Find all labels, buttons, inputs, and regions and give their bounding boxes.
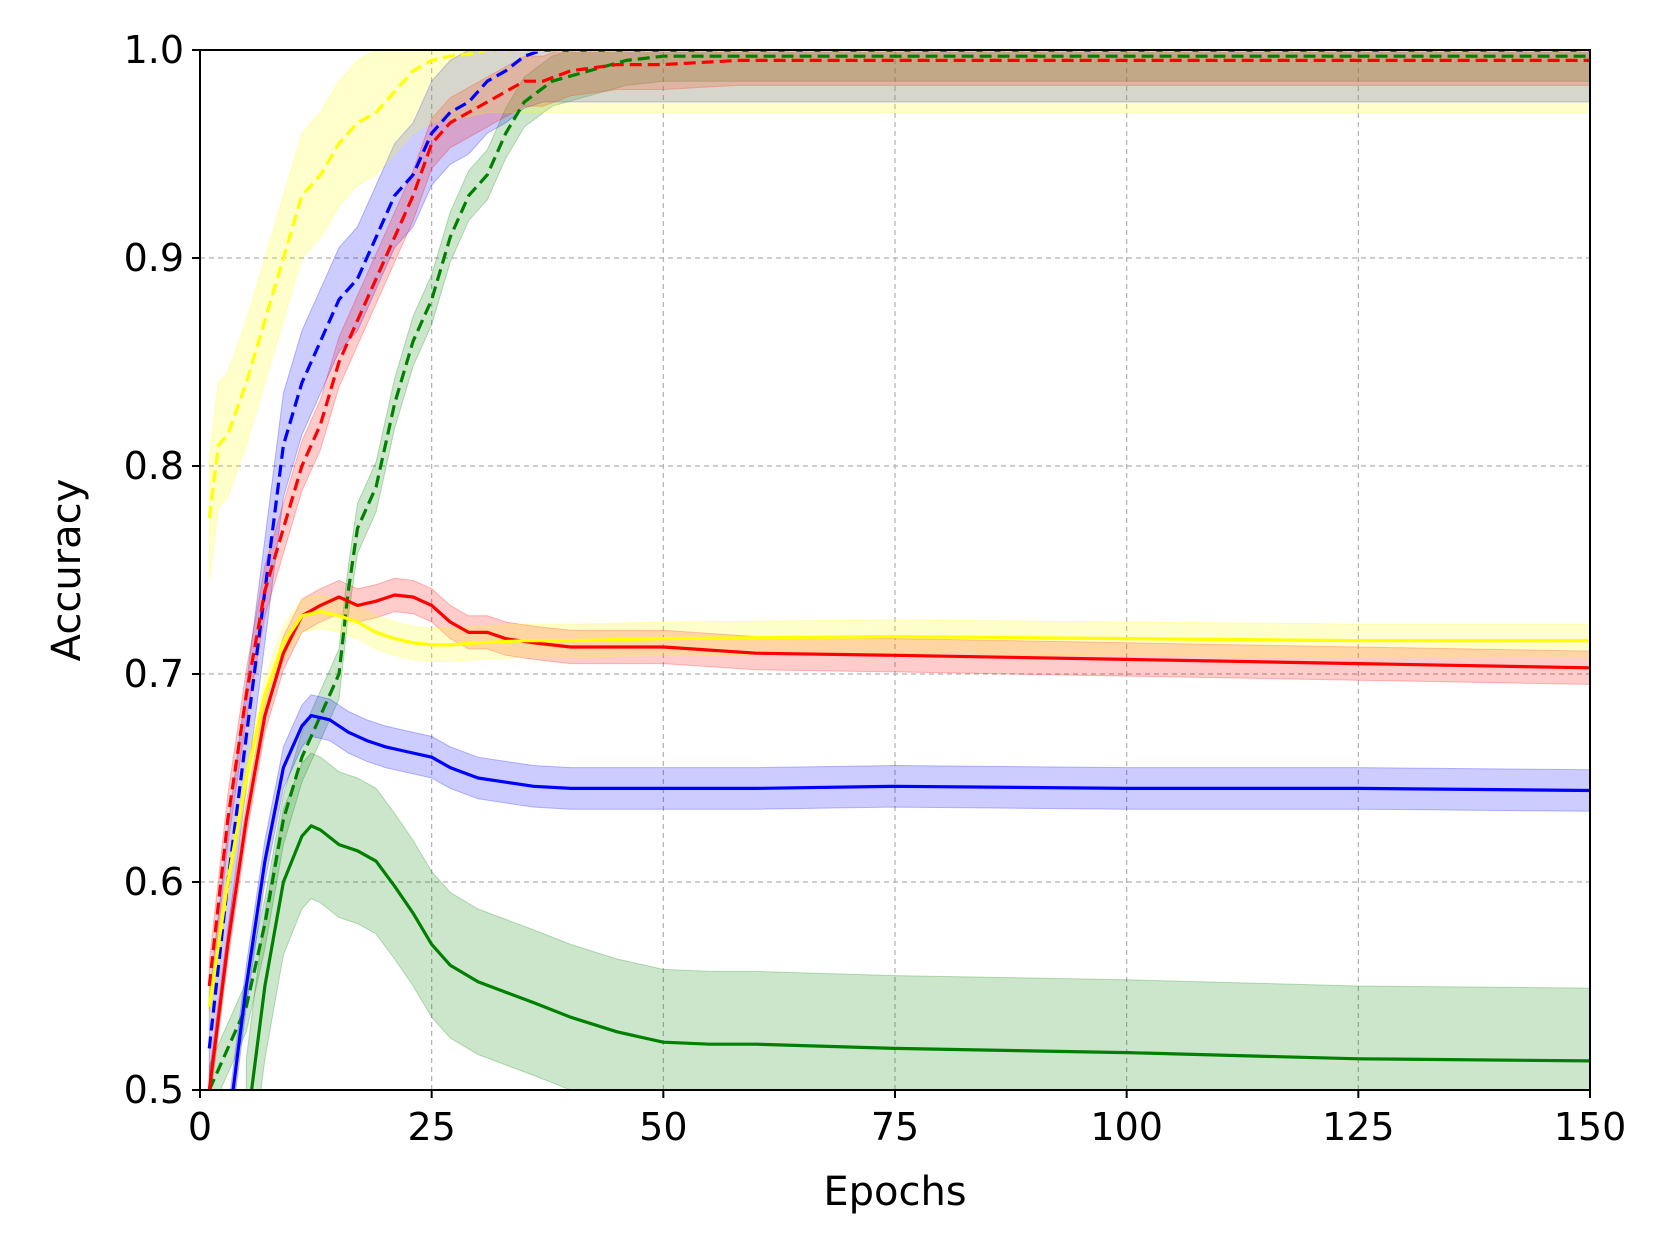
- series-6-line: [207, 50, 1590, 519]
- series-1-band: [245, 752, 1590, 1090]
- x-tick-label: 0: [188, 1105, 212, 1149]
- series-0-band: [208, 50, 1590, 1090]
- x-tick-label: 50: [639, 1105, 687, 1149]
- y-tick-label: 0.9: [124, 236, 184, 280]
- series-5-line: [207, 593, 1590, 1090]
- series-0-line: [207, 54, 1590, 1090]
- series-4-line: [207, 58, 1590, 987]
- x-tick-label: 150: [1554, 1105, 1627, 1149]
- x-tick-label: 75: [871, 1105, 919, 1149]
- x-axis-label: Epochs: [823, 1169, 966, 1215]
- axis-ticks: 0 25 50 75 100 125 150 0.5 0.6 0.7 0.8 0.9 1.0: [124, 28, 1627, 1149]
- series-6-band: [208, 50, 1590, 581]
- series-2-band: [208, 50, 1590, 1090]
- y-axis-label: Accuracy: [44, 479, 90, 662]
- y-tick-label: 0.5: [124, 1068, 184, 1112]
- series-2-line: [207, 50, 1590, 1049]
- x-tick-label: 100: [1090, 1105, 1163, 1149]
- series-3-line: [231, 713, 1590, 1090]
- y-tick-label: 0.8: [124, 444, 184, 488]
- x-tick-label: 25: [407, 1105, 455, 1149]
- y-tick-label: 0.6: [124, 860, 184, 904]
- series-lines: [207, 50, 1590, 1090]
- series-bands: [208, 50, 1590, 1090]
- series-4-band: [208, 50, 1590, 1012]
- series-7-line: [207, 609, 1590, 1008]
- y-tick-label: 1.0: [124, 28, 184, 72]
- series-3-band: [229, 694, 1590, 1090]
- x-tick-label: 125: [1322, 1105, 1395, 1149]
- series-1-line: [250, 824, 1590, 1090]
- y-tick-label: 0.7: [124, 652, 184, 696]
